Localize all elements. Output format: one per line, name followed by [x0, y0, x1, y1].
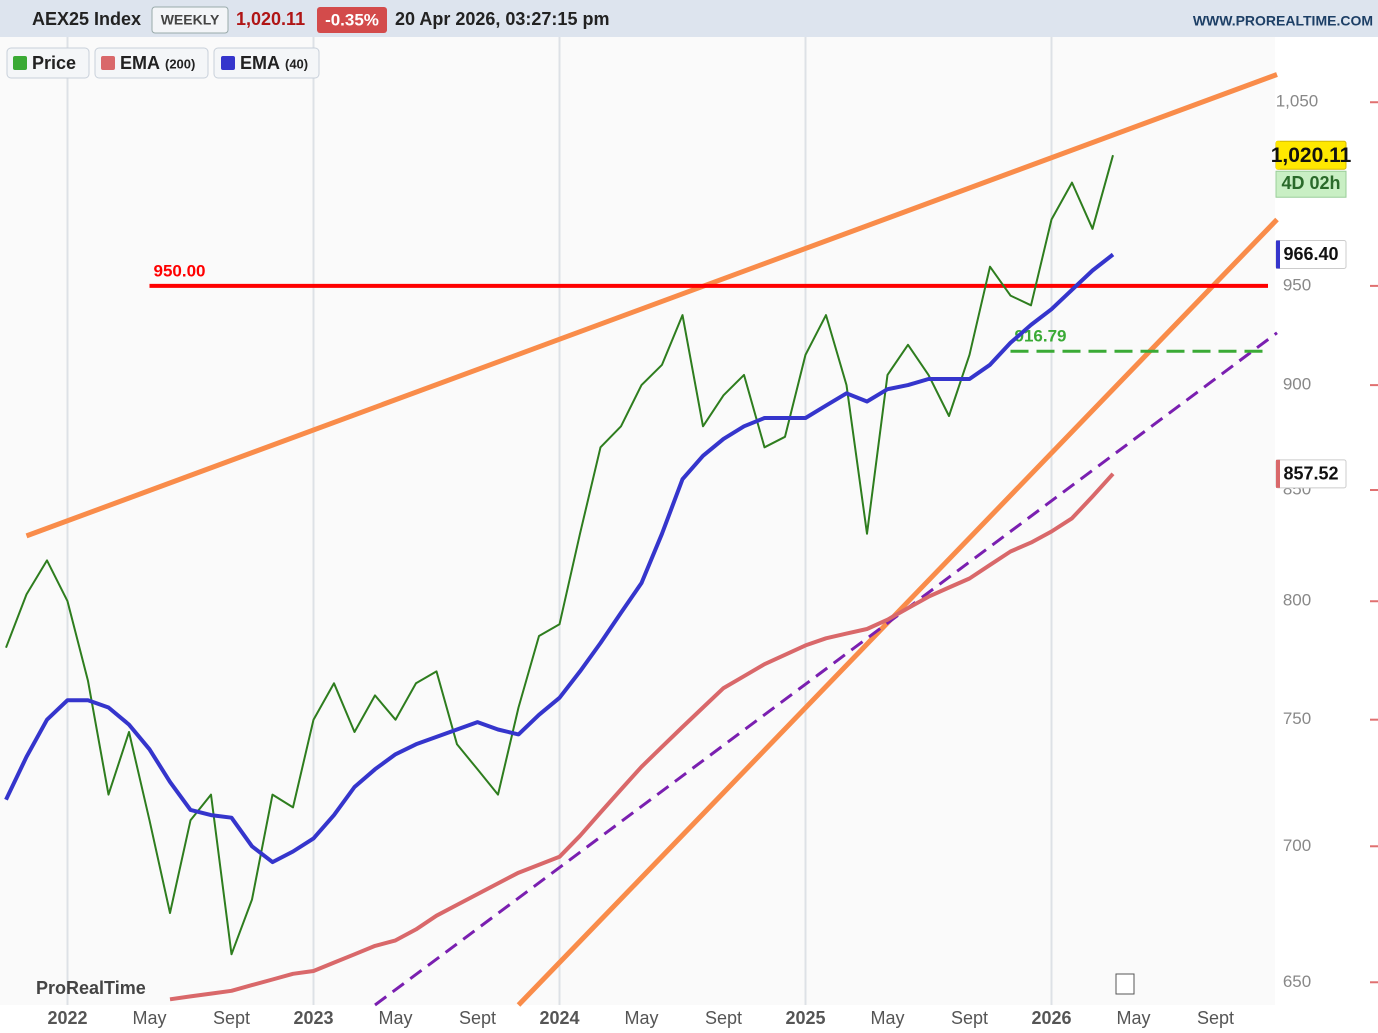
site: WWW.PROREALTIME.COM	[1193, 13, 1373, 29]
datetime: 20 Apr 2026, 03:27:15 pm	[395, 9, 609, 29]
trendline	[374, 331, 1278, 1007]
x-tick-label: Sept	[1197, 1008, 1234, 1028]
y-tick-label: 800	[1283, 591, 1311, 610]
legend-label: Price	[32, 53, 76, 73]
legend-swatch	[13, 56, 27, 70]
legend-period: (40)	[285, 56, 308, 71]
tag-label: 857.52	[1283, 464, 1338, 484]
level-label: 916.79	[1015, 327, 1067, 346]
change-badge	[317, 7, 387, 33]
x-tick-label: May	[378, 1008, 412, 1028]
x-tick-label: Sept	[459, 1008, 496, 1028]
countdown: 4D 02h	[1281, 173, 1340, 193]
period: WEEKLY	[161, 12, 220, 28]
legend-item[interactable]	[213, 47, 320, 79]
legend-swatch	[221, 56, 235, 70]
y-tick-label: 950	[1283, 275, 1311, 294]
tag-label: 1,020.11	[1271, 144, 1352, 167]
info-button[interactable]	[1115, 973, 1135, 995]
tag-accent	[1276, 141, 1280, 170]
legend-label: EMA	[240, 53, 280, 73]
x-tick-label: Sept	[213, 1008, 250, 1028]
legend-item[interactable]	[94, 47, 209, 79]
y-axis-panel	[1275, 37, 1378, 1005]
symbol: AEX25 Index	[32, 9, 141, 29]
y-tick-label: 900	[1283, 375, 1311, 394]
x-tick-label: 2023	[293, 1008, 333, 1028]
series-line	[169, 472, 1115, 1002]
x-tick-label: 2024	[539, 1008, 579, 1028]
x-tick-label: May	[1116, 1008, 1150, 1028]
x-tick-label: May	[870, 1008, 904, 1028]
tag-accent	[1276, 240, 1280, 269]
legend: Price EMA (200) EMA (40)	[6, 47, 320, 79]
legend-label: EMA	[120, 53, 160, 73]
watermark: ProRealTime	[36, 978, 146, 998]
tag-accent	[1276, 459, 1280, 488]
y-tick-label: 1,050	[1276, 92, 1319, 111]
x-tick-label: Sept	[705, 1008, 742, 1028]
plot: 950.00 916.79	[4, 37, 1279, 1007]
level-label: 950.00	[154, 261, 206, 280]
period-badge[interactable]	[151, 6, 229, 34]
x-tick-label: 2026	[1031, 1008, 1071, 1028]
series-line	[5, 154, 1114, 956]
legend-period: (200)	[165, 56, 195, 71]
legend-item[interactable]	[6, 47, 90, 79]
legend-swatch	[101, 56, 115, 70]
header-bar	[0, 0, 1378, 37]
change: -0.35%	[325, 10, 379, 29]
x-tick-label: 2022	[47, 1008, 87, 1028]
series-line	[4, 252, 1115, 865]
x-tick-label: May	[132, 1008, 166, 1028]
x-tick-label: Sept	[951, 1008, 988, 1028]
y-tick-label: 700	[1283, 836, 1311, 855]
trendline	[25, 72, 1278, 539]
x-tick-label: 2025	[785, 1008, 825, 1028]
y-tick-label: 750	[1283, 709, 1311, 728]
y-tick-label: 650	[1283, 972, 1311, 991]
countdown-tag	[1275, 170, 1347, 198]
plot-area	[0, 37, 1275, 1005]
tag-label: 966.40	[1283, 244, 1338, 264]
header-price: 1,020.11	[236, 9, 305, 29]
x-tick-label: May	[624, 1008, 658, 1028]
